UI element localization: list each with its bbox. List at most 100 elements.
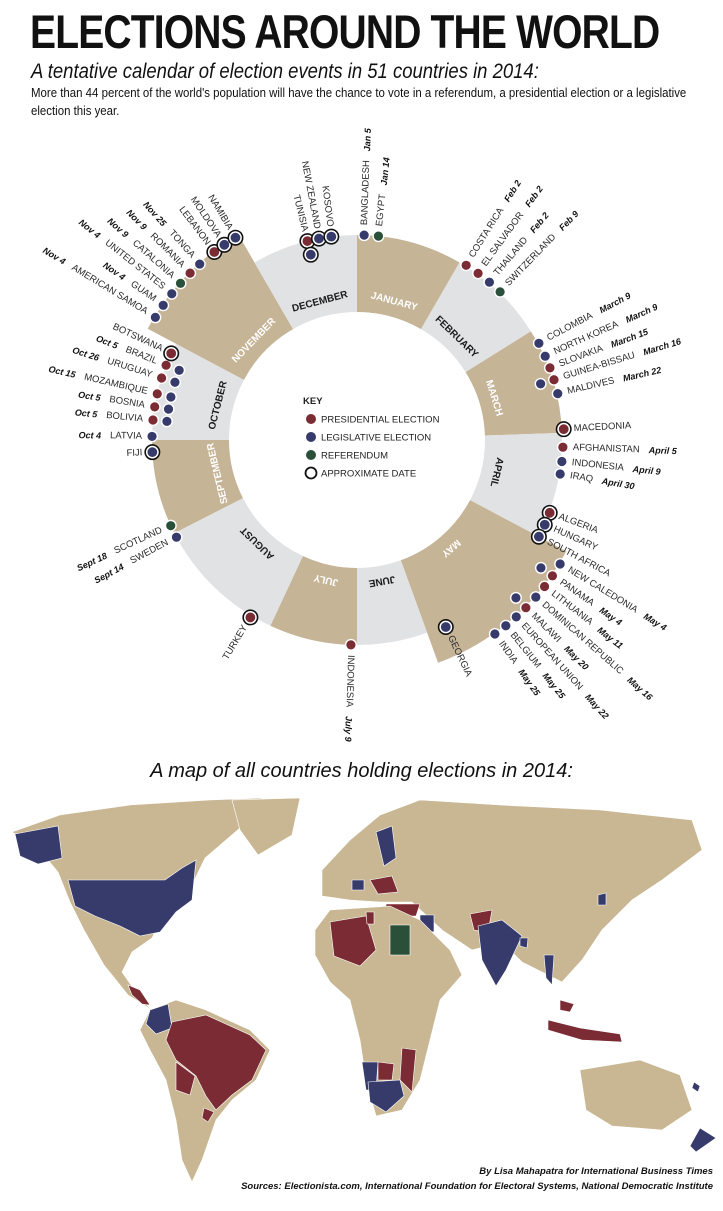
- event-bolivia: BOLIVIA Oct 5: [74, 407, 173, 428]
- map-uruguay: [201, 1107, 215, 1123]
- presidential-dot-icon: [244, 611, 257, 624]
- map-south-africa: [367, 1079, 405, 1113]
- key-label: REFERENDUM: [321, 451, 388, 462]
- presidential-dot-icon: [556, 441, 569, 454]
- key-item-presidential: PRESIDENTIAL ELECTION: [306, 414, 440, 426]
- country-label: BOSNIA: [109, 394, 147, 411]
- event-date: April 9: [631, 464, 661, 477]
- page-title: ELECTIONS AROUND THE WORLD: [30, 5, 660, 58]
- legislative-dot-icon: [173, 364, 186, 377]
- legislative-dot-icon: [554, 467, 567, 480]
- key-item-approximate: APPROXIMATE DATE: [304, 466, 416, 480]
- event-date: Sept 14: [92, 562, 125, 586]
- referendum-dot-icon: [372, 230, 385, 243]
- event-date: March 9: [624, 302, 659, 325]
- map-belgium-hungary: [351, 879, 365, 891]
- month-segment-january: [357, 235, 460, 330]
- event-date: Nov 4: [41, 245, 67, 266]
- legislative-dot-icon: [170, 531, 183, 544]
- map-bangladesh: [519, 937, 529, 949]
- event-date: Jan 5: [362, 127, 373, 151]
- event-date: March 9: [598, 290, 633, 315]
- month-segment-december: [254, 235, 357, 330]
- legislative-dot-icon: [229, 232, 242, 244]
- event-date: Nov 4: [101, 260, 127, 282]
- month-segment-september: [152, 440, 243, 534]
- legislative-dot-icon: [529, 591, 542, 604]
- page-description: More than 44 percent of the world's popu…: [31, 85, 687, 118]
- legislative-dot-icon: [539, 519, 551, 531]
- event-date: Oct 26: [71, 345, 101, 363]
- legislative-dot-icon: [305, 248, 317, 261]
- event-date: Feb 9: [557, 209, 581, 233]
- country-label: EGYPT: [374, 193, 388, 226]
- month-segment-august: [174, 498, 303, 626]
- legislative-dot-icon: [499, 619, 512, 632]
- map-eurasia: [321, 799, 703, 983]
- month-segment-february: [421, 262, 531, 373]
- legislative-dot-icon: [534, 561, 547, 574]
- map-central-america: [127, 984, 151, 1006]
- event-date: Oct 5: [74, 407, 98, 419]
- page-subtitle: A tentative calendar of election events …: [31, 60, 539, 83]
- country-label: LATVIA: [110, 430, 143, 442]
- presidential-dot-icon: [151, 387, 164, 400]
- presidential-dot-icon: [160, 359, 173, 372]
- month-label: JULY: [313, 572, 340, 588]
- presidential-dot-icon: [519, 601, 532, 614]
- event-kosovo: KOSOVO: [319, 185, 340, 245]
- event-date: Nov 9: [105, 216, 130, 240]
- legislative-dot-icon: [551, 387, 564, 400]
- byline: By Lisa Mahapatra for International Busi…: [479, 1166, 713, 1177]
- legislative-dot-icon: [555, 455, 568, 468]
- event-turkey: TURKEY: [221, 609, 259, 662]
- legislative-dot-icon: [325, 230, 338, 243]
- country-label: AFGHANISTAN: [573, 442, 640, 455]
- legislative-dot-icon: [157, 299, 170, 312]
- month-segment-july: [270, 556, 357, 645]
- event-date: Feb 2: [523, 184, 545, 209]
- event-latvia: LATVIA Oct 4: [78, 430, 159, 443]
- map-egypt: [389, 924, 411, 956]
- map-eastern-europe: [369, 875, 399, 895]
- country-label: FIJI: [126, 447, 142, 459]
- legislative-dot-icon: [539, 350, 552, 363]
- event-date: Oct 5: [77, 389, 102, 403]
- key-label: PRESIDENTIAL ELECTION: [321, 415, 440, 426]
- legislative-dot-icon: [440, 621, 452, 633]
- event-egypt: EGYPT Jan 14: [372, 157, 392, 243]
- presidential-dot-icon: [208, 246, 221, 258]
- legislative-dot-icon: [162, 403, 175, 416]
- map-malaysia: [559, 999, 575, 1013]
- map-new-zealand: [689, 1127, 717, 1153]
- map-colombia: [145, 1003, 173, 1035]
- map-australia: [579, 1059, 693, 1131]
- legislative-dot-icon: [146, 446, 159, 458]
- map-north-korea: [597, 892, 607, 906]
- map-greenland: [231, 797, 301, 856]
- referendum-dot-icon: [164, 519, 177, 532]
- month-segment-march: [465, 331, 562, 436]
- map-algeria: [329, 915, 377, 967]
- map-alaska: [14, 825, 63, 865]
- country-label: TURKEY: [221, 623, 251, 662]
- presidential-dot-icon: [146, 413, 159, 426]
- legislative-dot-icon: [510, 610, 523, 623]
- world-map: [11, 797, 717, 1183]
- map-united-states: [67, 859, 197, 937]
- legislative-dot-icon: [532, 337, 545, 350]
- legislative-dot-icon: [146, 430, 159, 443]
- map-indonesia: [547, 1019, 623, 1043]
- referendum-dot-icon: [306, 450, 316, 460]
- approximate-ring-icon: [304, 466, 318, 480]
- map-malawi-mozambique: [399, 1047, 417, 1093]
- event-date: May 4: [642, 611, 669, 633]
- legislative-dot-icon: [306, 432, 316, 442]
- event-date: March 16: [642, 336, 683, 357]
- legislative-dot-icon: [149, 311, 162, 324]
- event-date: May 22: [583, 692, 611, 721]
- event-date: Feb 2: [528, 210, 551, 234]
- event-bangladesh: BANGLADESH Jan 5: [358, 127, 373, 242]
